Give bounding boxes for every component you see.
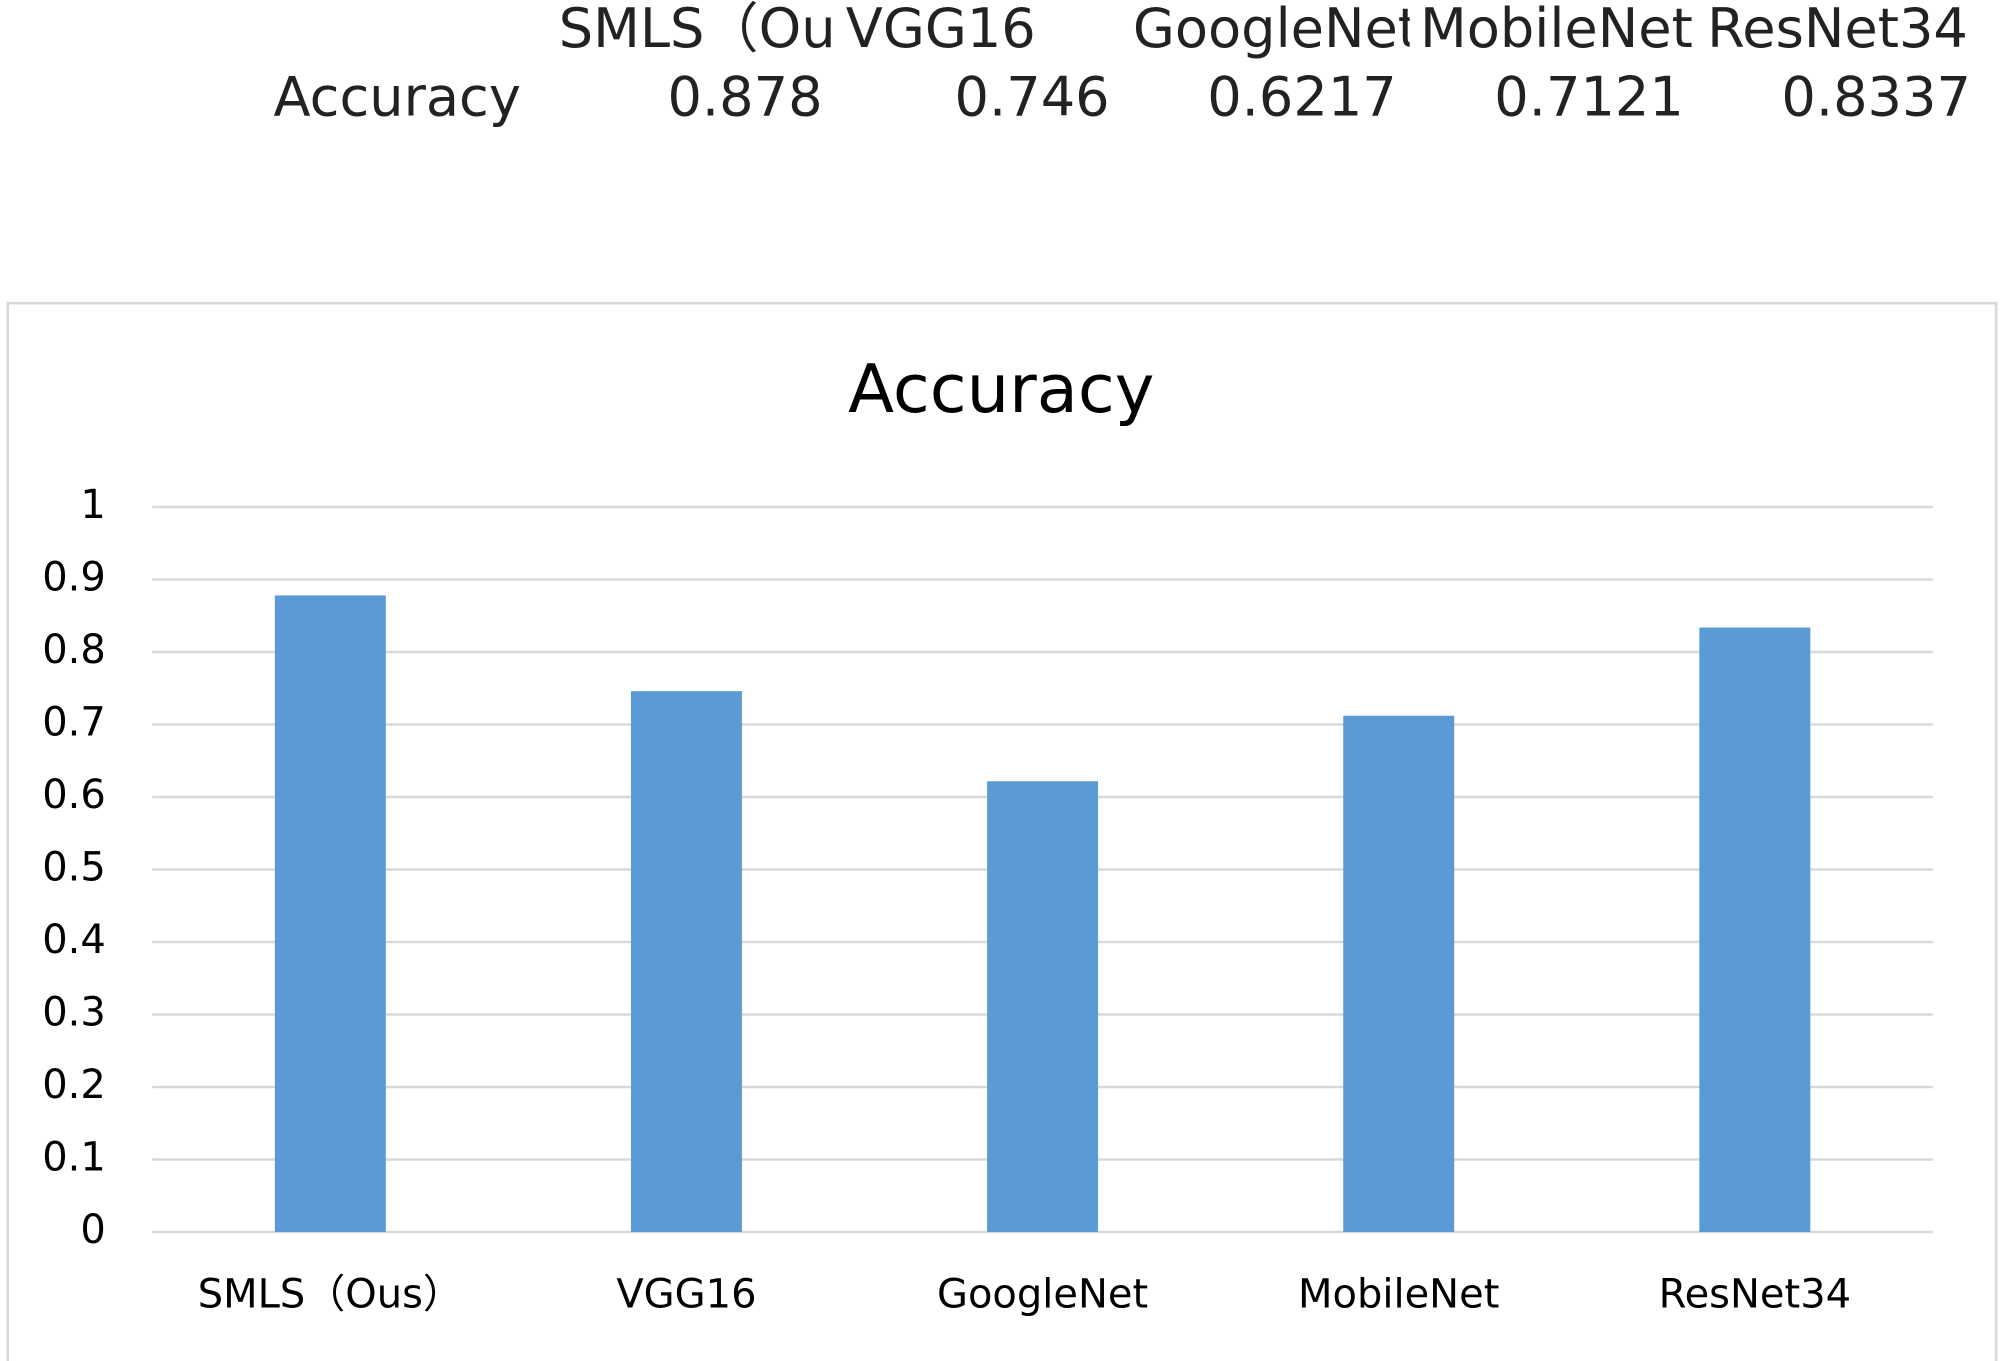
table-header: GoogleNet — [1133, 0, 1419, 60]
row-label: Accuracy — [274, 65, 521, 128]
bar — [1343, 715, 1455, 1232]
y-tick-label: 0.9 — [42, 554, 106, 600]
y-tick-label: 0.6 — [42, 772, 106, 818]
table-value: 0.8337 — [1781, 65, 1971, 128]
table-header: SMLS（Ous） — [559, 0, 918, 60]
x-tick-label: GoogleNet — [937, 1272, 1148, 1318]
y-tick-label: 0 — [80, 1207, 105, 1253]
table-header: MobileNet — [1420, 0, 1693, 60]
table-header: ResNet34 — [1707, 0, 1968, 60]
x-tick-label: VGG16 — [616, 1272, 756, 1318]
bar — [274, 595, 386, 1232]
y-tick-label: 0.7 — [42, 699, 106, 745]
chart-title: Accuracy — [848, 350, 1154, 428]
y-tick-label: 0.8 — [42, 627, 106, 673]
x-tick-label: SMLS（Ous） — [198, 1272, 463, 1318]
y-tick-label: 0.1 — [42, 1134, 106, 1180]
bar — [1699, 627, 1811, 1232]
y-tick-label: 0.3 — [42, 989, 106, 1035]
x-tick-label: ResNet34 — [1659, 1272, 1852, 1318]
table-value: 0.746 — [955, 65, 1110, 128]
y-tick-label: 0.5 — [42, 844, 106, 890]
table-header: VGG16 — [846, 0, 1036, 60]
table-value: 0.6217 — [1207, 65, 1397, 128]
bar — [630, 691, 742, 1232]
y-tick-label: 0.2 — [42, 1062, 106, 1108]
y-tick-label: 0.4 — [42, 917, 106, 963]
table-value: 0.878 — [667, 65, 822, 128]
table-value: 0.7121 — [1494, 65, 1684, 128]
bar — [987, 781, 1099, 1232]
x-tick-label: MobileNet — [1298, 1272, 1499, 1318]
y-tick-label: 1 — [80, 482, 105, 528]
